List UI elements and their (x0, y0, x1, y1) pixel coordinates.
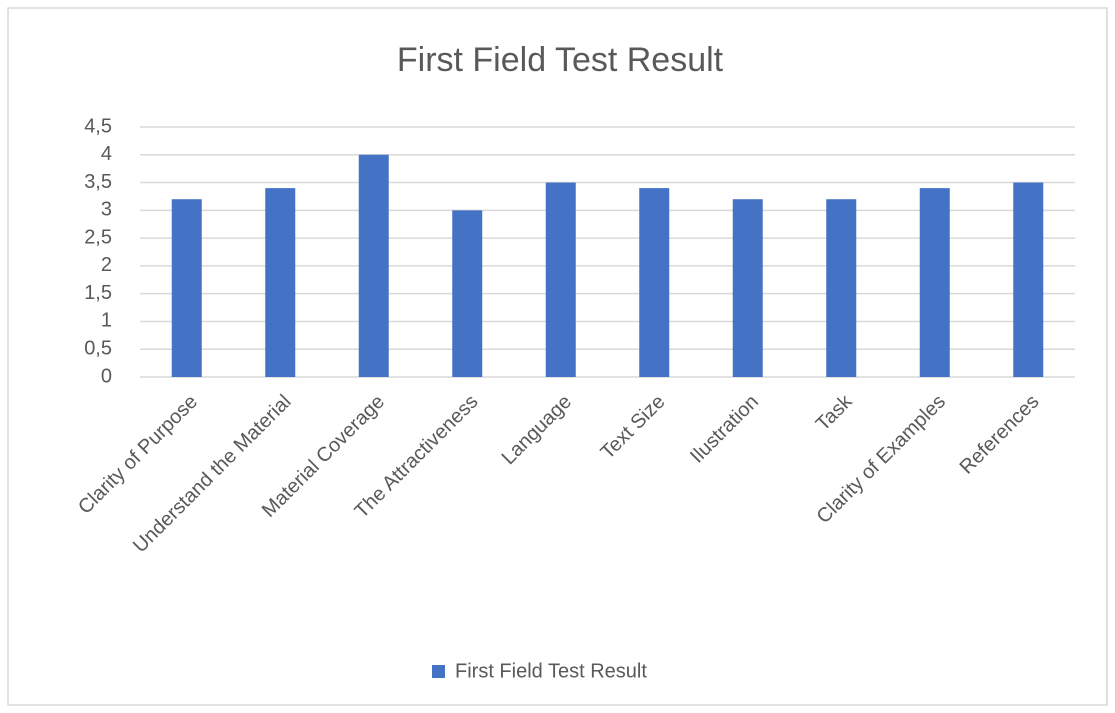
bar (452, 210, 483, 377)
y-tick-label: 2 (101, 254, 112, 276)
y-tick-label: 1,5 (84, 282, 112, 304)
y-tick-label: 0,5 (84, 338, 112, 360)
chart-title: First Field Test Result (397, 41, 724, 79)
y-tick-label: 1 (101, 310, 112, 332)
y-tick-label: 2,5 (84, 226, 112, 248)
bar (358, 154, 389, 377)
bar (265, 188, 296, 377)
bar (919, 188, 950, 377)
bar (732, 199, 763, 377)
bar (171, 199, 202, 377)
y-tick-label: 4 (101, 143, 112, 165)
bar (1013, 182, 1044, 377)
legend-label: First Field Test Result (455, 660, 647, 682)
y-tick-label: 4,5 (84, 115, 112, 137)
bar (639, 188, 670, 377)
bar (545, 182, 576, 377)
legend-swatch (432, 665, 445, 678)
bar (826, 199, 857, 377)
y-tick-label: 3 (101, 199, 112, 221)
y-tick-label: 0 (101, 365, 112, 387)
y-tick-label: 3,5 (84, 171, 112, 193)
